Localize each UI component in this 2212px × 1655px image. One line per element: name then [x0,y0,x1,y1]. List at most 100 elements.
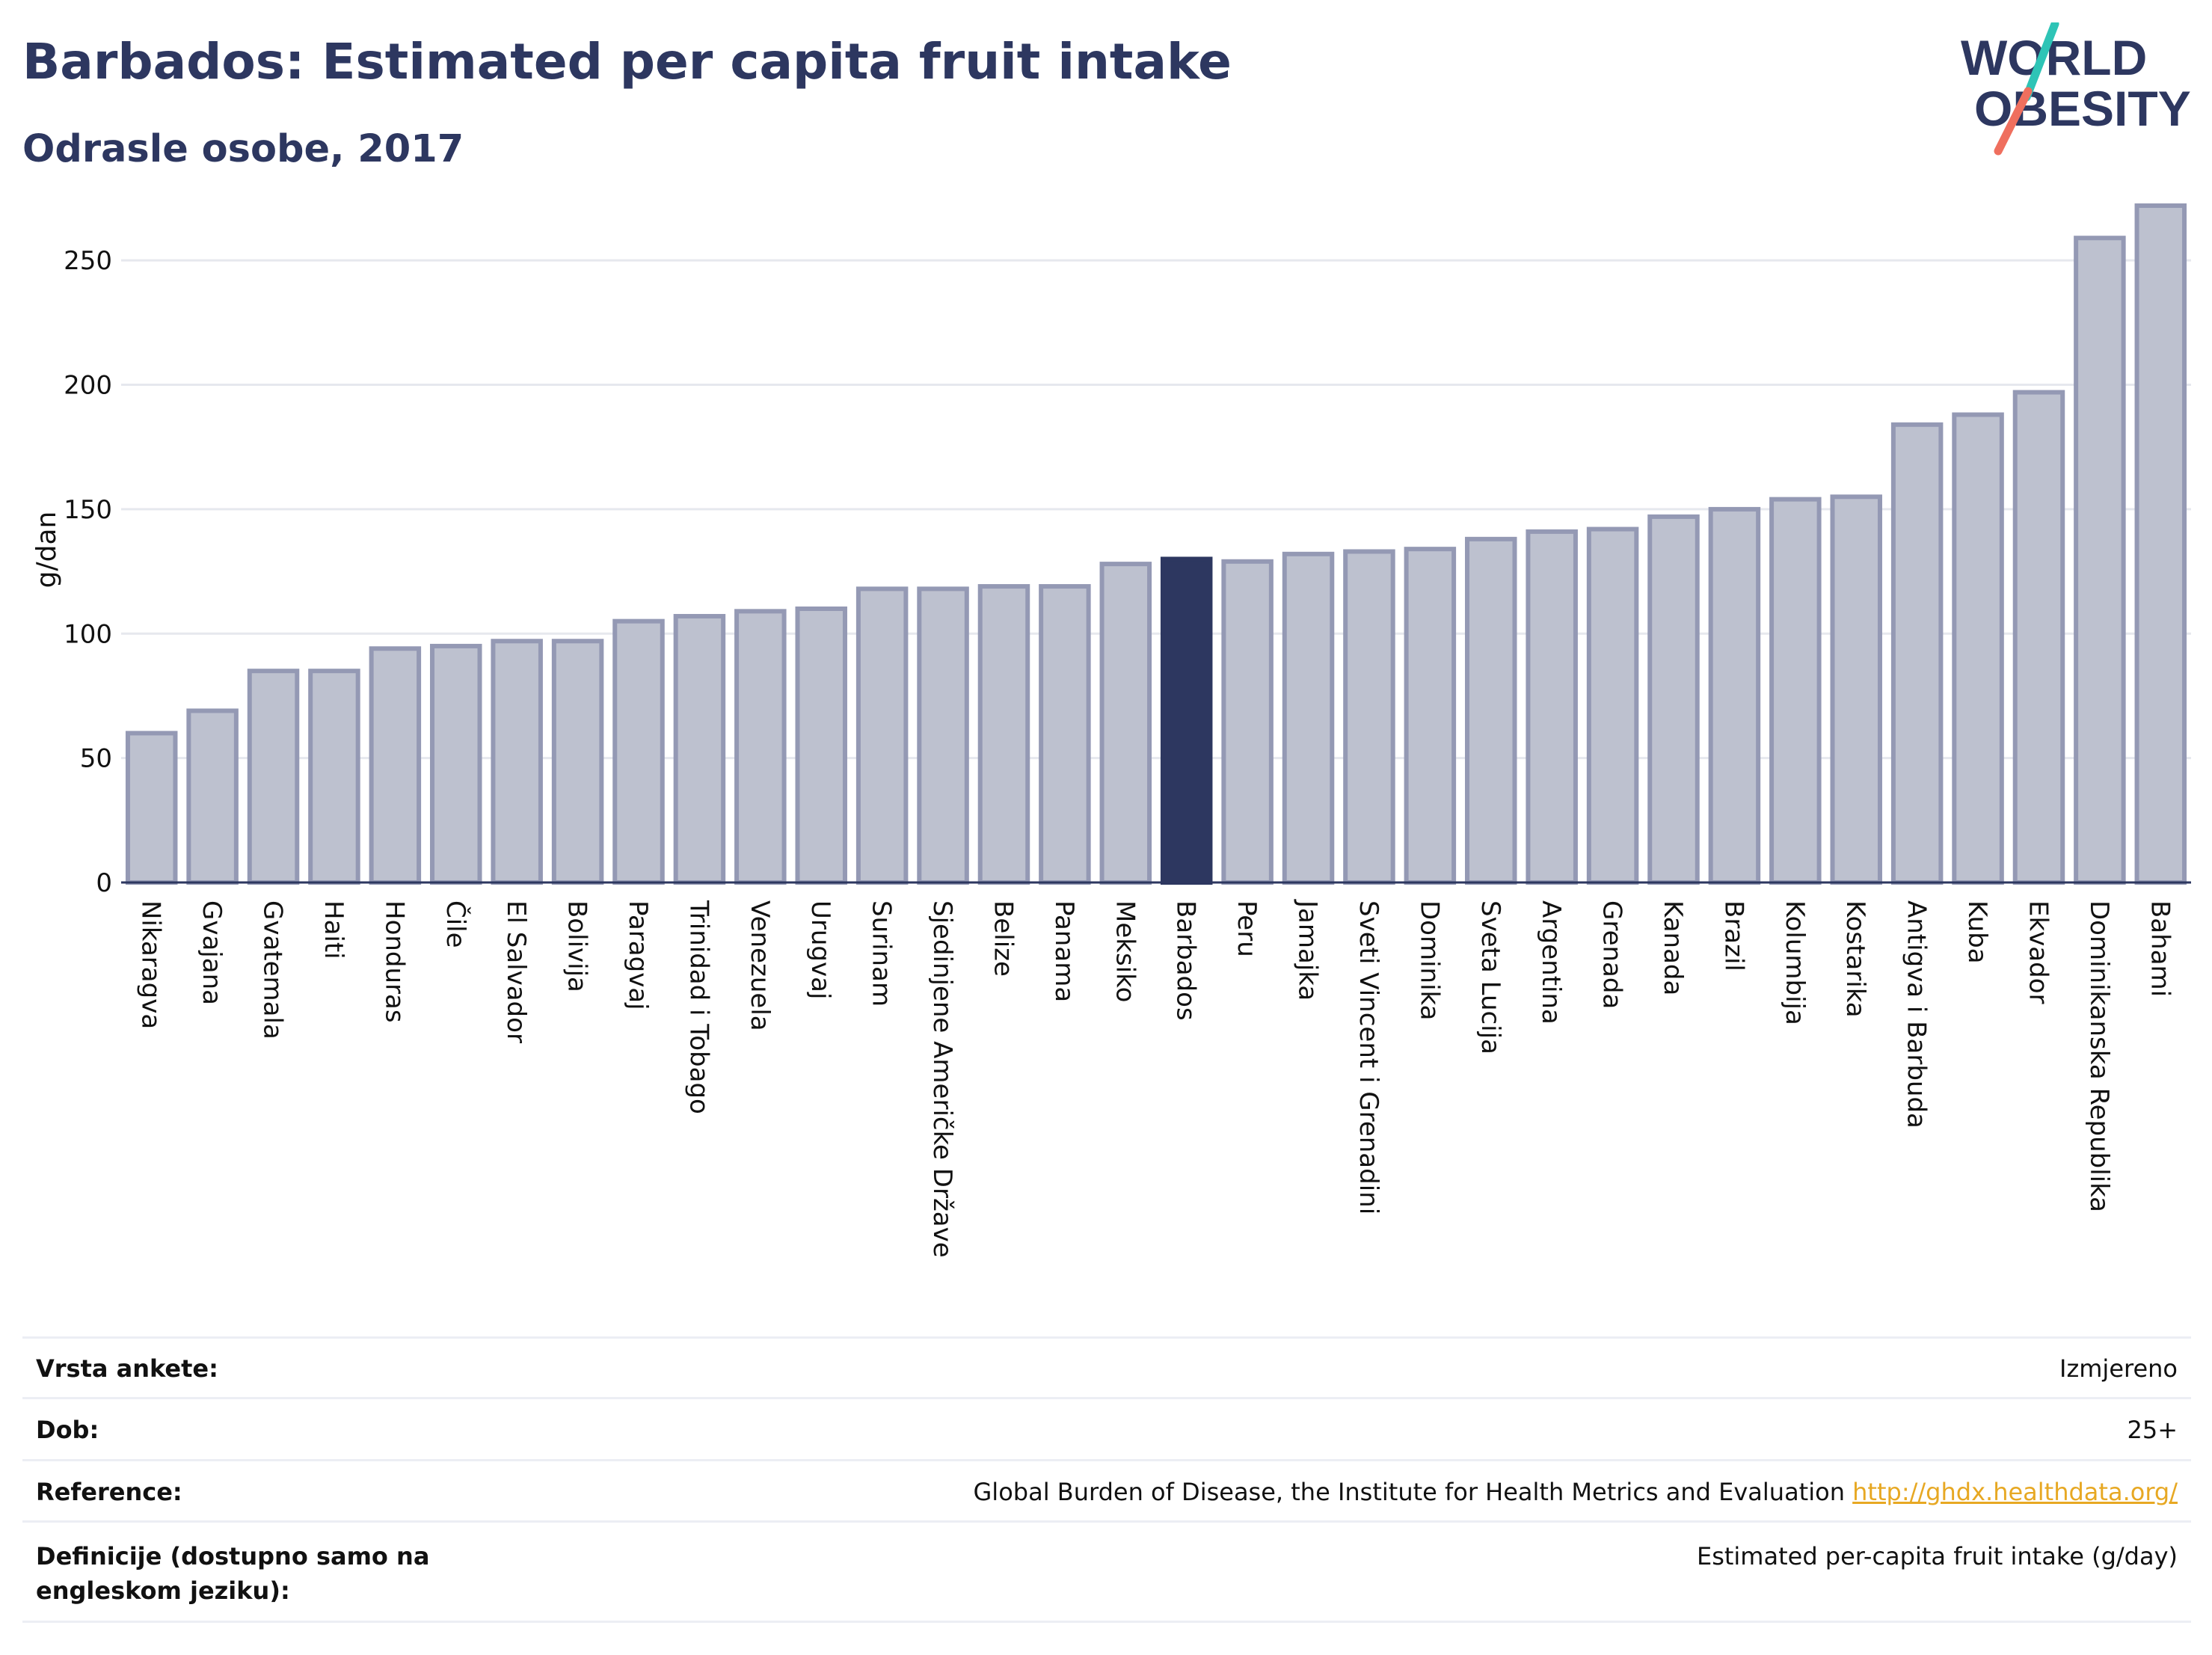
bar-paragvaj [612,618,665,885]
bar-urugvaj [795,607,847,885]
x-tick-label: Gvatemala [258,900,288,1040]
info-table-bottom-border [22,1621,2191,1623]
bar-meksiko [1099,562,1152,885]
x-tick-label: Grenada [1597,900,1627,1009]
bar-barbados [1160,556,1213,885]
bar-nikaragva [125,731,178,885]
bar-grenada [1586,526,1639,885]
x-tick-label: Dominikanska Republika [2084,900,2114,1212]
survey-type-label: Vrsta ankete: [36,1354,218,1383]
x-tick-label: Trinidad i Tobago [683,900,713,1114]
y-axis-label: g/dan [31,512,62,589]
logo-slash-teal [2022,22,2059,102]
x-tick-label: Brazil [1718,900,1748,971]
x-tick-label: Peru [1232,900,1262,957]
x-tick-label: Meksiko [1110,900,1140,1002]
x-tick-label: Honduras [379,900,409,1023]
bar-panama [1039,584,1091,885]
bar-bahami [2134,203,2187,885]
definitions-value: Estimated per-capita fruit intake (g/day… [1696,1542,2178,1570]
bar-čile [430,643,482,885]
x-tick-label: Bahami [2145,900,2175,997]
x-tick-label: Paragvaj [623,900,653,1010]
bar-haiti [308,669,360,885]
logo-slash-coral [1994,87,2033,156]
bars [125,203,2187,885]
x-tick-label: Belize [988,900,1018,977]
x-tick-label: Nikaragva [136,900,166,1029]
bar-el-salvador [491,639,543,885]
bar-kolumbija [1769,497,1822,885]
x-tick-label: Antigva i Barbuda [1902,900,1932,1129]
x-tick-label: Panama [1049,900,1079,1002]
bar-gvatemala [247,669,300,885]
bar-belize [977,584,1030,885]
x-tick-label: Venezuela [745,900,775,1031]
bar-kostarika [1830,494,1882,885]
bar-antigva-i-barbuda [1890,422,1944,885]
logo-line-world: WORLD [1961,30,2147,85]
bar-trinidad-i-tobago [673,613,726,885]
chart-subtitle: Odrasle osobe, 2017 [22,127,464,171]
x-tick-label: Sjedinjene Američke Države [927,900,957,1258]
x-tick-label: Ekvador [2023,900,2053,1004]
y-tick-label: 200 [64,371,112,401]
x-tick-label: Dominika [1414,900,1444,1020]
y-tick-label: 250 [64,246,112,276]
info-row-age: Dob: 25+ [22,1397,2191,1461]
x-tick-label: Surinam [867,900,897,1007]
chart-title: Barbados: Estimated per capita fruit int… [22,33,1232,90]
info-row-survey-type: Vrsta ankete: Izmjereno [22,1336,2191,1399]
bar-argentina [1526,529,1578,885]
definitions-label: Definicije (dostupno samo na engleskom j… [36,1542,430,1605]
x-tick-label: Kostarika [1840,900,1870,1018]
bar-dominika [1404,547,1457,885]
bar-venezuela [734,609,787,885]
x-tick-label: Argentina [1536,900,1566,1025]
y-tick-label: 100 [64,619,112,649]
x-tick-label: Kanada [1658,900,1688,995]
bar-sveti-vincent-i-grenadini [1343,549,1395,885]
x-tick-label: Barbados [1171,900,1201,1021]
age-label: Dob: [36,1416,99,1444]
y-tick-label: 150 [64,495,112,525]
bar-gvajana [186,708,239,885]
x-tick-label: Sveta Lucija [1475,900,1505,1054]
x-tick-label: Urugvaj [805,900,835,999]
bar-jamajka [1282,551,1335,885]
y-tick-label: 0 [96,868,112,898]
bar-dominikanska-republika [2074,236,2126,885]
x-tick-label: Bolivija [562,900,592,992]
x-tick-label: Kuba [1962,900,1992,964]
bar-sveta-lucija [1465,536,1517,885]
bar-kanada [1647,514,1700,885]
bar-sjedinjene-američke-države [917,586,969,885]
reference-label: Reference: [36,1478,182,1506]
bar-bolivija [551,639,604,885]
info-row-definitions: Definicije (dostupno samo na engleskom j… [22,1520,2191,1623]
bar-peru [1221,559,1274,885]
bar-honduras [369,646,422,885]
x-tick-label: Sveti Vincent i Grenadini [1354,900,1383,1215]
bar-brazil [1708,506,1761,885]
x-tick-label: Čile [440,900,471,948]
x-tick-labels: Nikaragva Gvajana Gvatemala Haiti Honduras Či… [136,899,2175,1258]
x-tick-label: Haiti [319,900,348,959]
age-value: 25+ [2127,1416,2178,1444]
bar-kuba [1952,412,2004,885]
y-tick-label: 50 [80,744,112,774]
x-tick-label: Gvajana [197,900,227,1005]
y-tick-labels: 0 50 100 150 200 250 [64,246,112,898]
reference-text: Global Burden of Disease, the Institute … [973,1478,1845,1506]
bar-chart: 0 50 100 150 200 250 Nikaragva Gvajana Gvatemal… [31,203,2191,1258]
x-tick-label: Jamajka [1293,899,1323,1001]
survey-type-value: Izmjereno [2059,1354,2178,1383]
info-row-reference: Reference: Global Burden of Disease, the… [22,1459,2191,1523]
bar-surinam [855,586,909,885]
reference-link[interactable]: http://ghdx.healthdata.org/ [1852,1478,2178,1506]
x-tick-label: Kolumbija [1780,900,1810,1025]
x-tick-label: El Salvador [501,900,531,1043]
bar-ekvador [2012,390,2065,885]
reference-value: Global Burden of Disease, the Institute … [974,1475,2178,1509]
world-obesity-logo: WORLD OBESITY [1961,22,2191,156]
